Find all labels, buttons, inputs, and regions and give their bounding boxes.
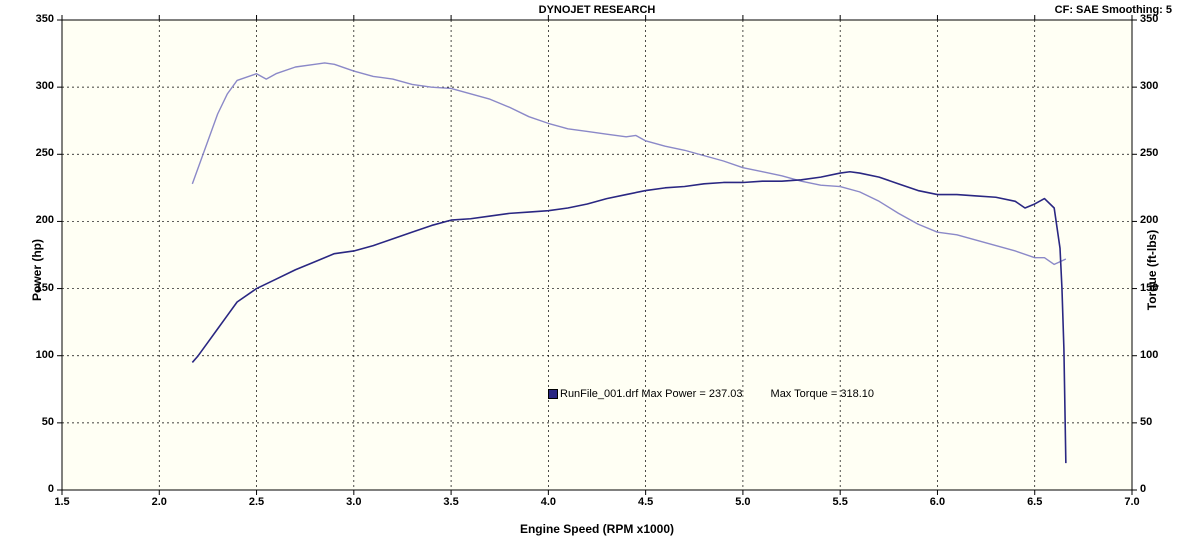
x-tick-label: 2.5 [242, 496, 272, 508]
x-tick-label: 2.0 [144, 496, 174, 508]
x-tick-label: 5.5 [825, 496, 855, 508]
y-right-tick-label: 0 [1140, 483, 1180, 495]
y-left-tick-label: 300 [14, 80, 54, 92]
x-tick-label: 6.5 [1020, 496, 1050, 508]
x-tick-label: 1.5 [47, 496, 77, 508]
y-left-tick-label: 100 [14, 349, 54, 361]
x-tick-label: 4.0 [533, 496, 563, 508]
x-tick-label: 7.0 [1117, 496, 1147, 508]
x-tick-label: 4.5 [631, 496, 661, 508]
y-left-tick-label: 150 [14, 282, 54, 294]
x-tick-label: 3.5 [436, 496, 466, 508]
y-left-tick-label: 0 [14, 483, 54, 495]
y-right-tick-label: 250 [1140, 147, 1180, 159]
y-right-tick-label: 150 [1140, 282, 1180, 294]
y-left-tick-label: 250 [14, 147, 54, 159]
y-right-tick-label: 350 [1140, 13, 1180, 25]
y-right-tick-label: 200 [1140, 214, 1180, 226]
y-right-tick-label: 300 [1140, 80, 1180, 92]
legend-text-torque: Max Torque = 318.10 [771, 388, 874, 400]
chart-svg [0, 0, 1194, 540]
legend-color-box [548, 389, 558, 399]
y-right-tick-label: 50 [1140, 416, 1180, 428]
y-right-tick-label: 100 [1140, 349, 1180, 361]
x-tick-label: 5.0 [728, 496, 758, 508]
dyno-chart-container: DYNOJET RESEARCH CF: SAE Smoothing: 5 Po… [0, 0, 1194, 540]
y-left-tick-label: 50 [14, 416, 54, 428]
x-tick-label: 3.0 [339, 496, 369, 508]
y-left-tick-label: 350 [14, 13, 54, 25]
y-left-tick-label: 200 [14, 214, 54, 226]
legend-text-power: RunFile_001.drf Max Power = 237.03 [560, 388, 743, 400]
x-tick-label: 6.0 [922, 496, 952, 508]
chart-legend: RunFile_001.drf Max Power = 237.03 Max T… [548, 388, 874, 400]
